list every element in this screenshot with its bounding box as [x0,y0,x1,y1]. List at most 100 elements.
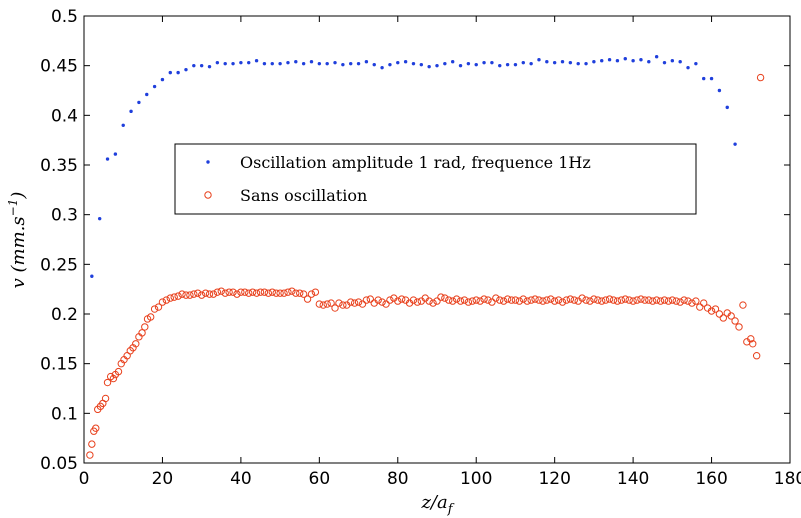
data-point-sans-oscillation [101,394,110,403]
data-point-sans-oscillation [637,295,645,303]
data-point-sans-oscillation [386,296,394,304]
data-point-sans-oscillation [672,297,680,305]
data-point-sans-oscillation [625,296,633,304]
data-point-sans-oscillation [676,298,684,306]
data-point-sans-oscillation [205,290,214,298]
data-point-sans-oscillation [292,289,300,297]
data-point-sans-oscillation [711,305,720,313]
x-tick-label: 60 [309,469,331,489]
data-point-oscillation [223,61,227,66]
data-point-oscillation [647,59,651,64]
data-point-sans-oscillation [629,297,637,305]
data-point-sans-oscillation [280,289,288,297]
data-point-sans-oscillation [562,296,571,304]
data-point-oscillation [513,62,518,67]
data-point-sans-oscillation [284,288,292,296]
data-point-sans-oscillation [511,296,520,304]
x-axis-label: z/af [420,492,454,517]
data-point-sans-oscillation [652,296,661,304]
data-point-oscillation [411,61,416,66]
data-point-sans-oscillation [437,293,445,301]
y-tick-label: 0.25 [40,255,78,275]
y-tick-label: 0.05 [40,454,78,474]
data-point-sans-oscillation [735,323,743,331]
data-point-oscillation [733,142,737,146]
data-point-sans-oscillation [109,374,118,383]
data-point-sans-oscillation [594,296,602,304]
data-point-oscillation [325,61,329,66]
data-point-oscillation [529,61,533,66]
data-point-oscillation [427,64,431,69]
data-point-oscillation [709,76,714,81]
data-point-oscillation [552,60,557,65]
data-point-sans-oscillation [378,298,386,306]
data-point-sans-oscillation [429,299,437,307]
data-point-oscillation [560,59,565,64]
data-point-sans-oscillation [182,291,190,299]
data-point-sans-oscillation [221,289,229,297]
data-point-sans-oscillation [201,289,210,297]
data-point-sans-oscillation [398,295,406,303]
data-point-sans-oscillation [664,297,673,305]
data-point-oscillation [152,84,157,89]
data-point-sans-oscillation [166,294,174,302]
data-point-oscillation [184,67,188,72]
data-point-oscillation [450,59,455,64]
x-tick-label: 80 [387,469,409,489]
series-sans-oscillation [86,73,765,459]
data-point-oscillation [207,64,212,69]
data-point-oscillation [662,60,667,65]
data-point-oscillation [490,60,494,65]
data-point-sans-oscillation [749,340,757,348]
legend-label-oscillation: Oscillation amplitude 1 rad, frequence 1… [240,153,591,172]
data-point-oscillation [262,61,267,66]
data-point-sans-oscillation [472,296,480,304]
data-point-sans-oscillation [335,299,343,307]
legend-marker-sans-oscillation [204,191,212,199]
data-point-sans-oscillation [645,296,653,304]
data-point-sans-oscillation [272,289,280,297]
data-point-sans-oscillation [609,296,618,304]
data-point-sans-oscillation [586,297,594,305]
data-point-oscillation [341,62,345,67]
data-point-sans-oscillation [488,298,496,306]
data-point-oscillation [584,61,588,66]
x-tick-label: 0 [79,469,90,489]
data-point-oscillation [278,61,282,66]
data-point-oscillation [129,109,133,114]
data-point-sans-oscillation [605,295,614,303]
data-point-oscillation [309,59,314,64]
data-point-oscillation [356,61,361,66]
data-point-oscillation [215,60,220,65]
x-tick-label: 40 [230,469,252,489]
data-point-oscillation [521,60,525,65]
data-point-sans-oscillation [456,297,465,305]
data-point-sans-oscillation [601,296,610,304]
data-point-sans-oscillation [684,297,692,305]
data-point-sans-oscillation [747,335,755,343]
data-point-sans-oscillation [413,298,422,306]
data-point-oscillation [458,63,463,68]
data-point-sans-oscillation [245,289,253,297]
data-point-sans-oscillation [445,296,453,304]
data-point-sans-oscillation [311,288,320,296]
data-point-sans-oscillation [299,290,308,298]
y-tick-label: 0.45 [40,57,78,77]
data-point-sans-oscillation [229,288,237,296]
y-tick-label: 0.3 [51,206,78,226]
data-point-sans-oscillation [633,296,641,304]
data-point-oscillation [121,123,125,127]
y-axis-label: v (mm.s−1) [6,192,29,289]
data-point-sans-oscillation [150,305,159,313]
data-point-oscillation [254,59,259,63]
y-tick-label: 0.35 [40,156,78,176]
data-point-sans-oscillation [194,289,202,297]
data-point-sans-oscillation [535,296,543,304]
data-point-sans-oscillation [358,300,367,308]
data-point-oscillation [639,58,643,62]
data-point-oscillation [654,55,659,59]
data-point-sans-oscillation [507,296,516,304]
data-point-sans-oscillation [566,295,575,303]
data-point-oscillation [545,59,549,64]
data-point-sans-oscillation [315,300,324,308]
